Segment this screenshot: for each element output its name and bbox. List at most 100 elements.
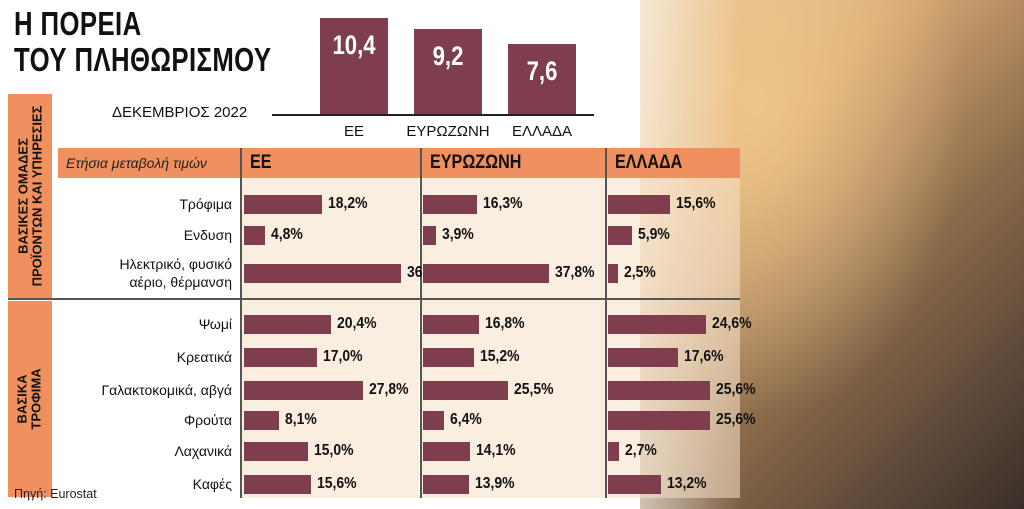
- value-bar: [244, 410, 279, 430]
- row-label-line: Ψωμί: [198, 316, 232, 332]
- title-line-2: ΤΟΥ ΠΛΗΘΩΡΙΣΜΟΥ: [14, 41, 272, 78]
- group-label-line: ΒΑΣΙΚΕΣ ΟΜΑΔΕΣ: [15, 138, 31, 254]
- column-divider: [240, 148, 242, 498]
- row-label-line: Γαλακτοκομικά, αβγά: [101, 382, 232, 398]
- value-label: 18,2%: [327, 195, 368, 212]
- row-label: Γαλακτοκομικά, αβγά: [60, 381, 232, 399]
- value-bar: [423, 225, 436, 245]
- value-label: 37,8%: [555, 264, 595, 281]
- month-label: ΔΕΚΕΜΒΡΙΟΣ 2022: [112, 104, 248, 121]
- value-label: 17,0%: [322, 348, 363, 365]
- top-bar-label: ΕΥΡΩΖΩΝΗ: [406, 123, 490, 140]
- value-bar: [423, 347, 474, 367]
- value-label: 15,2%: [479, 348, 520, 365]
- value-label: 27,8%: [368, 381, 409, 398]
- table-header-row: [58, 148, 740, 178]
- value-bar: [423, 263, 549, 283]
- value-bar: [244, 194, 322, 214]
- row-label-line: Ενδυση: [183, 227, 232, 243]
- infographic-title: Η ΠΟΡΕΙΑ ΤΟΥ ΠΛΗΘΩΡΙΣΜΟΥ: [14, 6, 271, 78]
- value-bar: [423, 441, 470, 461]
- value-bar: [608, 263, 618, 283]
- value-bar: [423, 194, 478, 214]
- value-label: 13,2%: [666, 475, 707, 492]
- title-line-1: Η ΠΟΡΕΙΑ: [14, 5, 142, 42]
- column-divider: [420, 148, 422, 498]
- month-underline: [272, 114, 594, 116]
- row-label-line: Λαχανικά: [174, 443, 232, 459]
- row-label-line: Καφές: [192, 476, 232, 492]
- group-label-2: ΒΑΣΙΚΑ ΤΡΟΦΙΜΑ: [8, 301, 52, 497]
- group-divider: [8, 298, 740, 300]
- value-bar: [423, 410, 445, 430]
- value-label: 2,5%: [624, 264, 656, 281]
- value-label: 20,4%: [337, 315, 377, 332]
- group-label-text: ΒΑΣΙΚΑ ΤΡΟΦΙΜΑ: [15, 368, 45, 430]
- value-bar: [608, 474, 661, 494]
- row-label: Λαχανικά: [60, 442, 232, 460]
- value-bar: [244, 314, 332, 334]
- value-bar: [244, 441, 309, 461]
- row-label: Ενδυση: [60, 226, 232, 244]
- source-note: Πηγή: Eurostat: [14, 487, 97, 501]
- value-label: 25,6%: [716, 411, 756, 428]
- value-bar: [244, 380, 363, 400]
- row-label: Φρούτα: [60, 411, 232, 429]
- row-label-line: Ηλεκτρικό, φυσικό: [119, 256, 232, 272]
- top-bar-label: ΕΛΛΑΔΑ: [511, 123, 573, 140]
- value-label: 4,8%: [270, 226, 303, 243]
- top-bar-value: 9,2: [432, 41, 464, 72]
- value-bar: [423, 380, 508, 400]
- group-label-1: ΒΑΣΙΚΕΣ ΟΜΑΔΕΣ ΠΡΟΪΟΝΤΩΝ ΚΑΙ ΥΠΗΡΕΣΙΕΣ: [8, 94, 52, 298]
- value-label: 15,6%: [316, 475, 357, 492]
- value-label: 16,8%: [485, 315, 525, 332]
- top-bar-1: 10,4: [320, 18, 388, 114]
- group-label-text: ΒΑΣΙΚΕΣ ΟΜΑΔΕΣ ΠΡΟΪΟΝΤΩΝ ΚΑΙ ΥΠΗΡΕΣΙΕΣ: [15, 106, 44, 287]
- value-bar: [608, 194, 671, 214]
- value-label: 5,9%: [637, 226, 670, 243]
- top-bar-label: ΕΕ: [343, 123, 364, 140]
- row-label: Ψωμί: [60, 315, 232, 333]
- row-label-line: Κρεατικά: [176, 349, 232, 365]
- value-label: 2,7%: [624, 442, 657, 459]
- value-bar: [244, 474, 311, 494]
- value-bar: [423, 314, 479, 334]
- value-bar: [244, 225, 265, 245]
- row-label: Ηλεκτρικό, φυσικό αέριο, θέρμανση: [60, 255, 232, 291]
- value-label: 17,6%: [684, 348, 724, 365]
- value-bar: [608, 347, 679, 367]
- row-label: Καφές: [60, 475, 232, 493]
- value-label: 15,6%: [676, 195, 716, 212]
- value-label: 13,9%: [475, 475, 515, 492]
- value-label: 25,6%: [716, 381, 756, 398]
- value-bar: [608, 225, 632, 245]
- column-divider: [605, 148, 607, 498]
- value-bar: [244, 347, 317, 367]
- value-label: 14,1%: [476, 442, 516, 459]
- value-bar: [244, 263, 401, 283]
- top-bar-value: 7,6: [526, 55, 558, 86]
- row-label-line: Τρόφιμα: [179, 196, 232, 212]
- column-header-3: ΕΛΛΑΔΑ: [615, 152, 683, 173]
- column-header-1: ΕΕ: [250, 152, 272, 173]
- top-bar-2: 9,2: [414, 29, 482, 114]
- group-label-line: ΤΡΟΦΙΜΑ: [29, 368, 45, 430]
- row-label-line: αέριο, θέρμανση: [129, 274, 232, 290]
- top-bar-3: 7,6: [508, 43, 576, 114]
- value-label: 24,6%: [712, 315, 752, 332]
- value-bar: [423, 474, 470, 494]
- header-subtitle: Ετήσια μεταβολή τιμών: [66, 155, 207, 171]
- value-label: 15,0%: [314, 442, 354, 459]
- value-bar: [608, 441, 619, 461]
- value-label: 16,3%: [483, 195, 523, 212]
- value-label: 3,9%: [442, 226, 474, 243]
- value-bar: [608, 380, 711, 400]
- value-label: 6,4%: [450, 411, 483, 428]
- row-label-line: Φρούτα: [183, 412, 232, 428]
- top-bar-value: 10,4: [332, 30, 376, 60]
- value-bar: [608, 410, 711, 430]
- value-label: 8,1%: [284, 411, 317, 428]
- row-label: Τρόφιμα: [60, 195, 232, 213]
- value-label: 25,5%: [514, 381, 554, 398]
